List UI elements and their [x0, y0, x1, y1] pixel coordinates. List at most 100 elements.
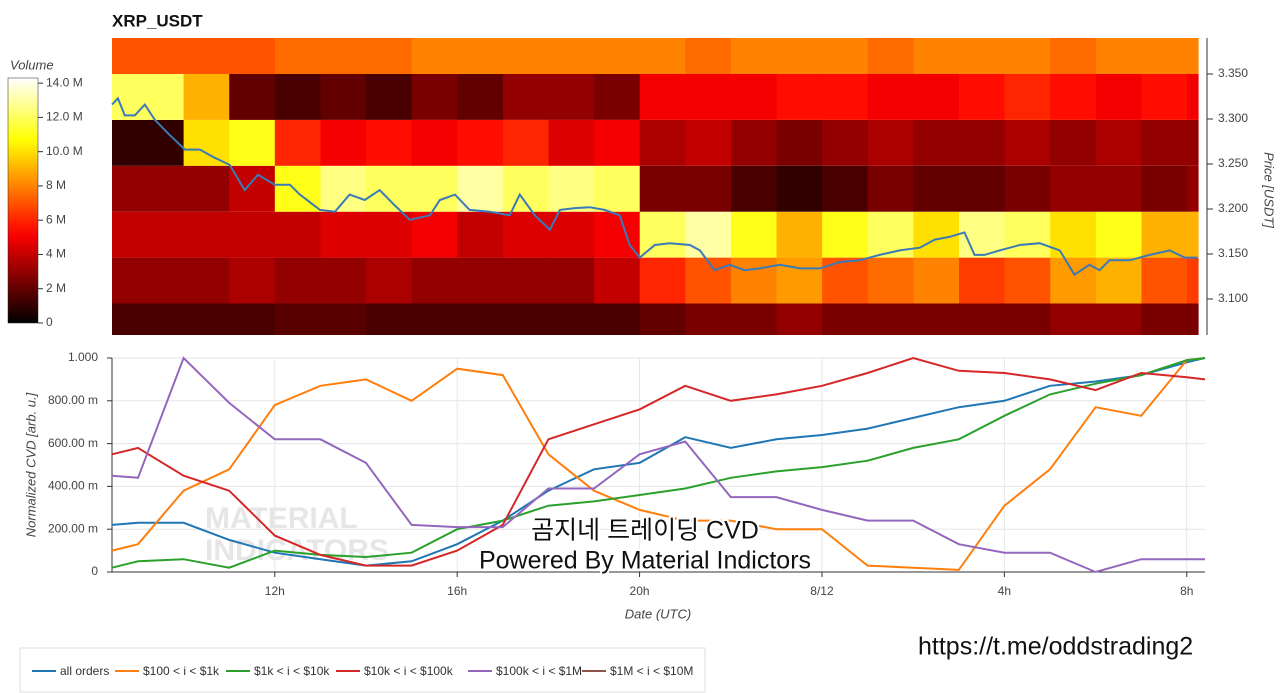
heatmap-cell: [1050, 303, 1097, 335]
heatmap-cell: [457, 257, 504, 304]
heatmap-cell: [685, 74, 732, 120]
price-line: [111, 96, 1198, 277]
heatmap-cell: [502, 38, 550, 74]
x-tick-label: 8/12: [810, 584, 834, 598]
heatmap-cell: [320, 303, 367, 335]
series-line: [111, 356, 1205, 574]
colorbar-tick-label: 4 M: [46, 247, 66, 261]
heatmap-cell: [1141, 38, 1188, 74]
heatmap-cell: [913, 257, 960, 304]
footer-link: https://t.me/oddstrading2: [918, 633, 1193, 661]
heatmap-cell: [411, 119, 458, 166]
heatmap-cell: [411, 211, 458, 258]
heatmap-cell: [457, 211, 504, 258]
heatmap-cell: [1004, 257, 1051, 304]
heatmap-cell: [685, 38, 732, 74]
heatmap-cell: [366, 257, 413, 304]
heatmap-cell: [502, 74, 550, 120]
heatmap-cell: [320, 165, 367, 212]
heatmap-cell: [137, 303, 185, 335]
y-tick-label: 3.100: [1218, 291, 1248, 305]
heatmap-cell: [183, 74, 230, 120]
heatmap-cell: [1095, 257, 1143, 304]
heatmap-cell: [913, 74, 960, 120]
heatmap-cell: [1095, 303, 1143, 335]
heatmap-cell: [1187, 257, 1199, 304]
heatmap-cell: [730, 38, 778, 74]
series-line: [111, 357, 1206, 571]
y-tick-label: 3.300: [1218, 111, 1248, 125]
heatmap-cell: [411, 257, 458, 304]
heatmap-cell: [867, 165, 914, 212]
x-tick-label: 4h: [998, 584, 1011, 598]
heatmap-cell: [112, 74, 139, 120]
heatmap-cell: [229, 303, 276, 335]
heatmap-cell: [137, 74, 185, 120]
heatmap-cell: [1004, 119, 1051, 166]
heatmap-cell: [594, 38, 641, 74]
colorbar-tick-label: 12.0 M: [46, 110, 83, 124]
heatmap-cell: [320, 257, 367, 304]
heatmap-cell: [1050, 119, 1097, 166]
colorbar: [7, 77, 39, 324]
heatmap-cell: [457, 38, 504, 74]
heatmap-cell: [457, 74, 504, 120]
y-tick-label: 3.150: [1218, 246, 1248, 260]
series-line: [111, 356, 1206, 567]
heatmap-cell: [183, 303, 230, 335]
heatmap-cell: [274, 74, 322, 120]
heatmap-cell: [112, 119, 139, 166]
heatmap-cell: [112, 38, 139, 74]
heatmap-cell: [137, 257, 185, 304]
heatmap-cell: [320, 119, 367, 166]
heatmap-cell: [112, 303, 139, 335]
heatmap-cell: [1187, 38, 1199, 74]
heatmap-cell: [776, 303, 823, 335]
heatmap-cell: [320, 211, 367, 258]
y-tick-label: 1.000: [68, 350, 98, 364]
heatmap-cell: [730, 303, 778, 335]
heatmap-cell: [822, 119, 869, 166]
heatmap-cell: [229, 211, 276, 258]
heatmap-cell: [730, 74, 778, 120]
heatmap-cell: [958, 119, 1006, 166]
heatmap-cell: [776, 165, 823, 212]
heatmap-cell: [457, 119, 504, 166]
y-tick-label: 400.00 m: [48, 479, 98, 493]
heatmap-cell: [639, 257, 686, 304]
heatmap-cell: [1141, 119, 1188, 166]
heatmap-cell: [1187, 165, 1199, 212]
heatmap-cell: [274, 257, 322, 304]
annotation: Powered By Material Indictors: [479, 547, 811, 575]
heatmap-cell: [183, 119, 230, 166]
heatmap-cell: [1050, 38, 1097, 74]
heatmap-cell: [958, 211, 1006, 258]
heatmap-cell: [685, 257, 732, 304]
heatmap-cell: [958, 303, 1006, 335]
heatmap-cell: [1141, 303, 1188, 335]
heatmap-cell: [913, 119, 960, 166]
heatmap-cell: [137, 211, 185, 258]
y-tick-label: 3.250: [1218, 156, 1248, 170]
heatmap-cell: [1004, 165, 1051, 212]
legend-label: $10k < i < $100k: [364, 664, 454, 678]
heatmap-cell: [958, 165, 1006, 212]
heatmap-cell: [320, 74, 367, 120]
heatmap-cell: [411, 165, 458, 212]
heatmap-cell: [913, 211, 960, 258]
x-tick-label: 20h: [630, 584, 650, 598]
heatmap-cell: [594, 119, 641, 166]
heatmap-cell: [1004, 303, 1051, 335]
heatmap-cell: [685, 303, 732, 335]
heatmap-cell: [867, 119, 914, 166]
x-tick-label: 8h: [1180, 584, 1193, 598]
heatmap-cell: [1141, 165, 1188, 212]
heatmap-cell: [366, 303, 413, 335]
heatmap-cell: [548, 257, 595, 304]
heatmap-cell: [366, 74, 413, 120]
heatmap-cell: [776, 38, 823, 74]
heatmap-cell: [776, 211, 823, 258]
heatmap-cell: [112, 211, 139, 258]
heatmap-cell: [730, 165, 778, 212]
heatmap-cell: [730, 257, 778, 304]
